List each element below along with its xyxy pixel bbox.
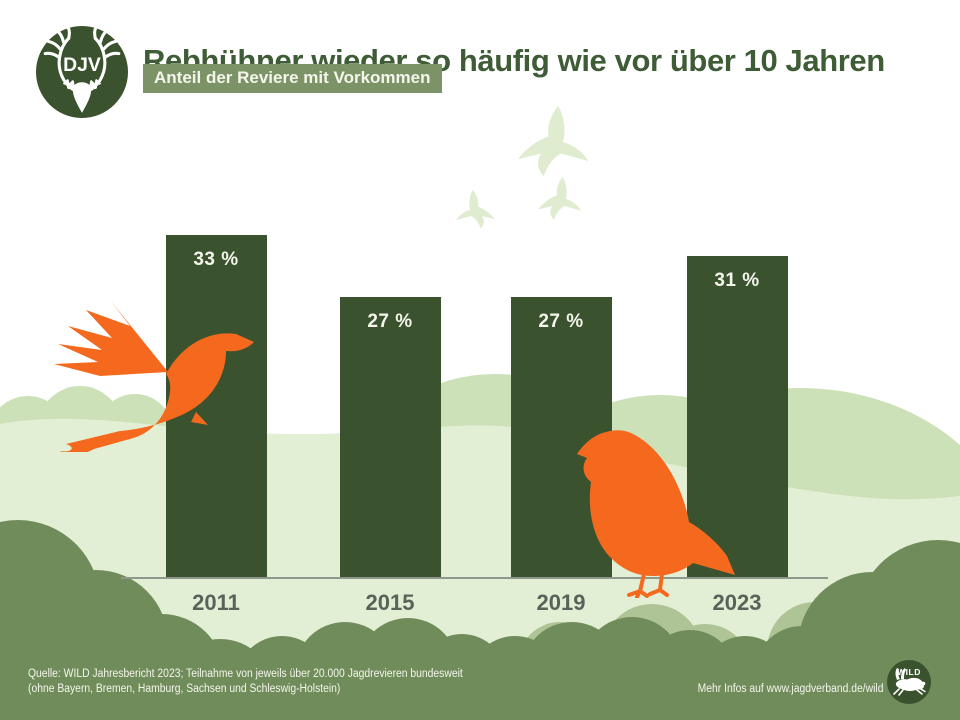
hare-icon [893,668,926,696]
standing-partridge-icon [577,430,735,598]
x-axis-tick-label: 2011 [192,590,240,615]
x-axis-line [121,577,828,579]
wild-logo-text: WILD [897,667,921,677]
djv-logo: DJV [36,26,128,118]
bar-2015: 27 % [339,297,441,578]
bar-value-label: 27 % [538,311,584,332]
x-axis-tick-label: 2023 [712,590,762,615]
source-line-1: Quelle: WILD Jahresbericht 2023; Teilnah… [28,668,463,680]
deer-head-icon [66,82,98,113]
bar-value-label: 31 % [714,270,760,291]
flying-partridge-icon [54,300,254,452]
djv-logo-text: DJV [63,54,101,76]
subtitle-badge: Anteil der Reviere mit Vorkommen [143,64,442,93]
bar-2023: 31 % [686,256,788,578]
bar-value-label: 27 % [367,311,413,332]
bar-value-label: 33 % [193,249,239,270]
x-axis-tick-label: 2019 [536,590,586,615]
source-line-2: (ohne Bayern, Bremen, Hamburg, Sachsen u… [28,683,341,695]
flying-birds-silhouettes-icon [456,106,589,229]
wild-logo: WILD [887,660,931,704]
source-note: Quelle: WILD Jahresbericht 2023; Teilnah… [28,667,463,697]
bar-2019: 27 % [510,297,612,578]
x-axis-tick-label: 2015 [365,590,415,615]
bushes-and-footer-band [0,520,960,720]
info-link: Mehr Infos auf www.jagdverband.de/wild [697,683,883,695]
